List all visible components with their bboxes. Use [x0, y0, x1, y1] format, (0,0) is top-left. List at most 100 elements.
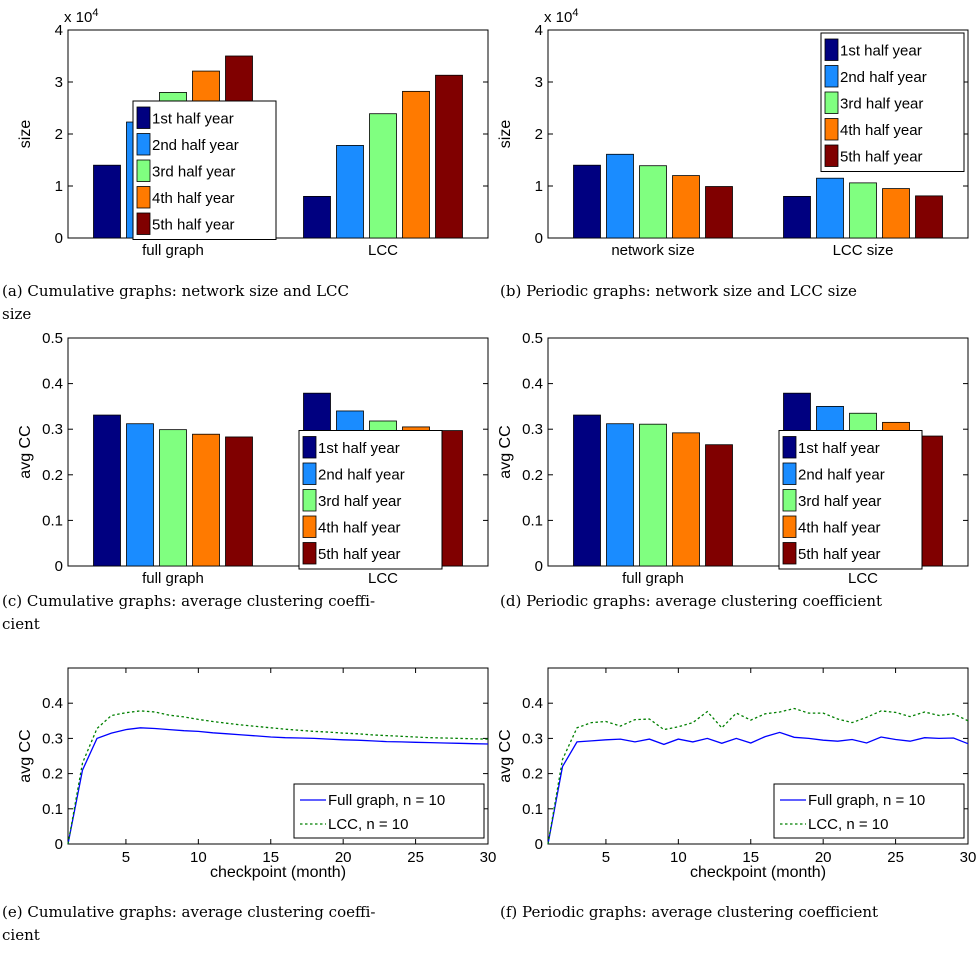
- axes-frame: [547, 667, 969, 845]
- bar-3-first: [159, 429, 187, 567]
- bar-5-first: [225, 436, 253, 567]
- y-tick-label: 1: [535, 178, 543, 195]
- x-tick-label: 10: [670, 849, 687, 866]
- x-tick-label: full graph: [142, 242, 204, 259]
- bar-1-first: [573, 164, 601, 239]
- legend-swatch: [302, 489, 317, 512]
- legend-entry: 5th half year: [152, 217, 235, 234]
- x-tick-label: full graph: [622, 570, 684, 587]
- panel-a: 0 1 2 3 4x 104 size full graph LCC 1st half year…: [2, 7, 489, 323]
- panel-b: 0 1 2 3 4x 104 size network size LCC size 1st ha…: [497, 7, 969, 300]
- bar-3-first: [639, 423, 667, 567]
- y-tick-label: 0.4: [42, 695, 63, 712]
- panel-f: 0 0.1 0.2 0.3 0.4 avg CC 5 10 15 20 25 30 checkpoint…: [497, 667, 977, 921]
- legend-entry: 1st half year: [152, 111, 234, 128]
- x-tick-label: 25: [887, 849, 904, 866]
- legend-entry: Full graph, n = 10: [328, 792, 445, 809]
- y-tick-label: 0: [535, 836, 543, 853]
- bar-5-second: [435, 74, 463, 239]
- x-tick-label: 30: [960, 849, 977, 866]
- legend-entry: 1st half year: [840, 43, 922, 60]
- caption: (a) Cumulative graphs: network size and …: [2, 282, 349, 323]
- legend-swatch: [824, 38, 839, 61]
- x-tick-label: 15: [262, 849, 279, 866]
- y-tick-label: 0: [55, 558, 63, 575]
- legend: Full graph, n = 10 LCC, n = 10: [293, 783, 485, 839]
- legend-swatch: [824, 91, 839, 114]
- axes-frame: [67, 337, 489, 567]
- x-tick-label: network size: [611, 242, 694, 259]
- y-tick-label: 0.4: [522, 695, 543, 712]
- legend-swatch: [782, 462, 797, 485]
- legend-entry: Full graph, n = 10: [808, 792, 925, 809]
- x-tick-label: 25: [407, 849, 424, 866]
- y-tick-label: 3: [55, 74, 63, 91]
- legend-entry: 1st half year: [798, 440, 880, 457]
- bar-4-first: [192, 433, 220, 567]
- y-tick-label: 0.5: [42, 330, 63, 347]
- y-tick-label: 0.1: [522, 512, 543, 529]
- y-axis-label: avg CC: [497, 729, 514, 782]
- y-tick-label: 0.2: [42, 467, 63, 484]
- x-tick-label: full graph: [142, 570, 204, 587]
- legend: 1st half year 2nd half year 3rd half year 4…: [298, 430, 443, 570]
- bar-1-second: [303, 195, 331, 239]
- y-tick-label: 0.4: [42, 376, 63, 393]
- legend-entry: LCC, n = 10: [808, 816, 888, 833]
- caption: (f) Periodic graphs: average clustering …: [500, 903, 878, 921]
- x-tick-label: 5: [122, 849, 130, 866]
- series-line-lcc: [67, 710, 489, 845]
- legend-entry: 4th half year: [840, 122, 923, 139]
- y-tick-label: 0.5: [522, 330, 543, 347]
- x-axis-label: checkpoint (month): [210, 864, 346, 881]
- legend-swatch: [824, 144, 839, 167]
- bar-2-second: [816, 177, 844, 239]
- legend-entry: 2nd half year: [152, 137, 239, 154]
- y-tick-label: 0.1: [522, 801, 543, 818]
- y-tick-label: 0.3: [522, 421, 543, 438]
- exponent-power: 4: [572, 7, 578, 19]
- bar-1-first: [93, 414, 121, 567]
- legend-swatch: [136, 159, 151, 182]
- y-axis-label: avg CC: [17, 729, 34, 782]
- legend-entry: 4th half year: [152, 190, 235, 207]
- bar-3-second: [369, 113, 397, 239]
- y-tick-label: 1: [55, 178, 63, 195]
- y-tick-label: 0: [535, 230, 543, 247]
- y-tick-label: 0.3: [42, 421, 63, 438]
- y-tick-label: 0.3: [42, 730, 63, 747]
- x-tick-label: LCC size: [833, 242, 894, 259]
- y-tick-label: 0: [55, 836, 63, 853]
- x-tick-label: 5: [602, 849, 610, 866]
- legend-entry: 4th half year: [318, 520, 401, 537]
- x-axis-label: checkpoint (month): [690, 864, 826, 881]
- caption: (b) Periodic graphs: network size and LC…: [500, 282, 857, 300]
- legend-swatch: [302, 436, 317, 459]
- legend-swatch: [136, 212, 151, 235]
- legend-entry: 2nd half year: [798, 467, 885, 484]
- legend-swatch: [136, 186, 151, 209]
- legend-box: [773, 783, 965, 839]
- bar-4-second: [882, 188, 910, 239]
- bar-4-second: [402, 90, 430, 239]
- legend: Full graph, n = 10 LCC, n = 10: [773, 783, 965, 839]
- legend-swatch: [136, 133, 151, 156]
- legend-box: [132, 100, 277, 240]
- bar-2-first: [606, 423, 634, 567]
- y-axis-label: size: [17, 120, 34, 149]
- bar-5-second: [915, 195, 943, 239]
- legend-swatch: [302, 462, 317, 485]
- caption: (d) Periodic graphs: average clustering …: [500, 592, 882, 610]
- bar-2-first: [606, 153, 634, 239]
- legend-swatch: [302, 515, 317, 538]
- bar-4-first: [672, 175, 700, 239]
- y-tick-label: 0.1: [42, 801, 63, 818]
- bar-1-first: [93, 164, 121, 239]
- x-tick-label: 15: [742, 849, 759, 866]
- bar-5-first: [705, 444, 733, 567]
- exponent-power: 4: [92, 7, 98, 19]
- legend-box: [298, 430, 443, 570]
- legend-entry: 3rd half year: [840, 96, 923, 113]
- bar-4-first: [672, 432, 700, 567]
